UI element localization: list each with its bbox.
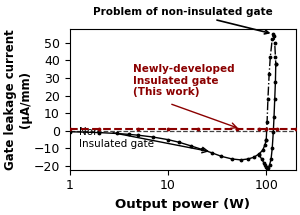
Text: Newly-developed
Insulated gate
(This work): Newly-developed Insulated gate (This wor… <box>133 64 235 97</box>
Text: Problem of non-insulated gate: Problem of non-insulated gate <box>93 7 273 34</box>
Y-axis label: Gate leakage current
(μA/mm): Gate leakage current (μA/mm) <box>4 29 32 169</box>
X-axis label: Output power (W): Output power (W) <box>115 198 250 211</box>
Text: Non-
Insulated gate: Non- Insulated gate <box>79 127 154 149</box>
